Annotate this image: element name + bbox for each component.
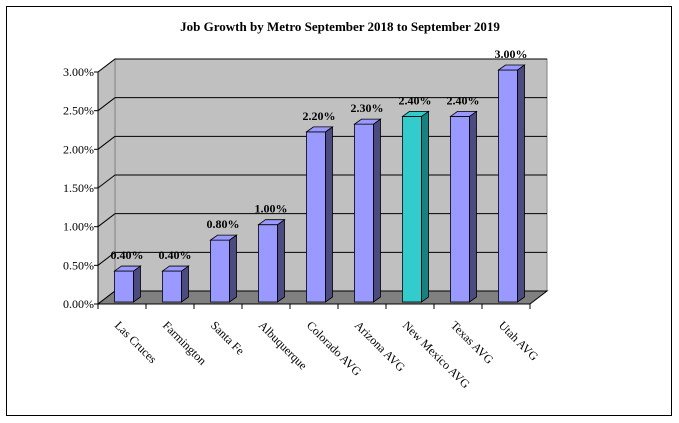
category-label: Albuquerque	[256, 318, 310, 372]
y-tick-label: 2.50%	[63, 104, 94, 118]
bar-side	[469, 110, 477, 303]
data-label: 2.20%	[303, 109, 336, 123]
y-tick-label: 0.50%	[63, 258, 94, 272]
bar	[306, 131, 326, 303]
category-label: Santa Fe	[208, 318, 247, 357]
bar	[210, 239, 230, 303]
gridline-side	[97, 174, 116, 189]
bar	[450, 116, 470, 303]
bar-side	[181, 265, 189, 303]
gridline-side	[97, 135, 116, 150]
bar-side	[133, 265, 141, 303]
bar-side	[517, 64, 525, 303]
bar-top	[401, 111, 430, 117]
bar-side	[229, 234, 237, 303]
data-label: 0.40%	[111, 248, 144, 262]
bar-top	[497, 64, 526, 71]
bar-top	[353, 118, 382, 125]
gridline-side	[97, 58, 116, 73]
category-label: Las Cruces	[112, 318, 160, 366]
y-tick-label: 1.00%	[63, 220, 94, 234]
bar	[498, 69, 518, 303]
data-label: 0.40%	[159, 248, 192, 262]
y-tick-label: 0.00%	[63, 297, 94, 311]
data-label: 3.00%	[495, 47, 528, 61]
gridline-side	[97, 213, 116, 228]
category-label: Utah AVG	[496, 318, 542, 364]
gridline-side	[97, 251, 116, 266]
data-label: 2.30%	[351, 101, 384, 115]
bar-side	[421, 110, 429, 303]
y-tick-label: 3.00%	[63, 65, 94, 79]
bar-top	[209, 234, 238, 241]
bar-side	[373, 118, 381, 303]
bar-top	[257, 219, 286, 226]
y-tick-label: 2.00%	[63, 142, 94, 156]
bar-side	[277, 218, 285, 303]
gridline-side	[97, 97, 116, 112]
data-label: 0.80%	[207, 217, 240, 231]
category-label: Texas AVG	[448, 318, 497, 367]
bar	[402, 116, 422, 303]
bar	[162, 270, 182, 303]
chart-frame	[6, 6, 672, 416]
bar	[354, 123, 374, 303]
bar-top	[305, 126, 334, 133]
data-label: 2.40%	[447, 93, 480, 107]
chart-title: Job Growth by Metro September 2018 to Se…	[180, 19, 500, 34]
data-label: 1.00%	[255, 202, 288, 216]
data-label: 2.40%	[399, 93, 432, 107]
bar-top	[161, 265, 190, 272]
bar-top	[113, 265, 142, 272]
bar	[114, 270, 134, 303]
y-tick-label: 1.50%	[63, 181, 94, 195]
bar-top	[449, 111, 478, 117]
category-label: Farmington	[160, 318, 209, 367]
bar-side	[325, 126, 333, 303]
bar	[258, 224, 278, 303]
